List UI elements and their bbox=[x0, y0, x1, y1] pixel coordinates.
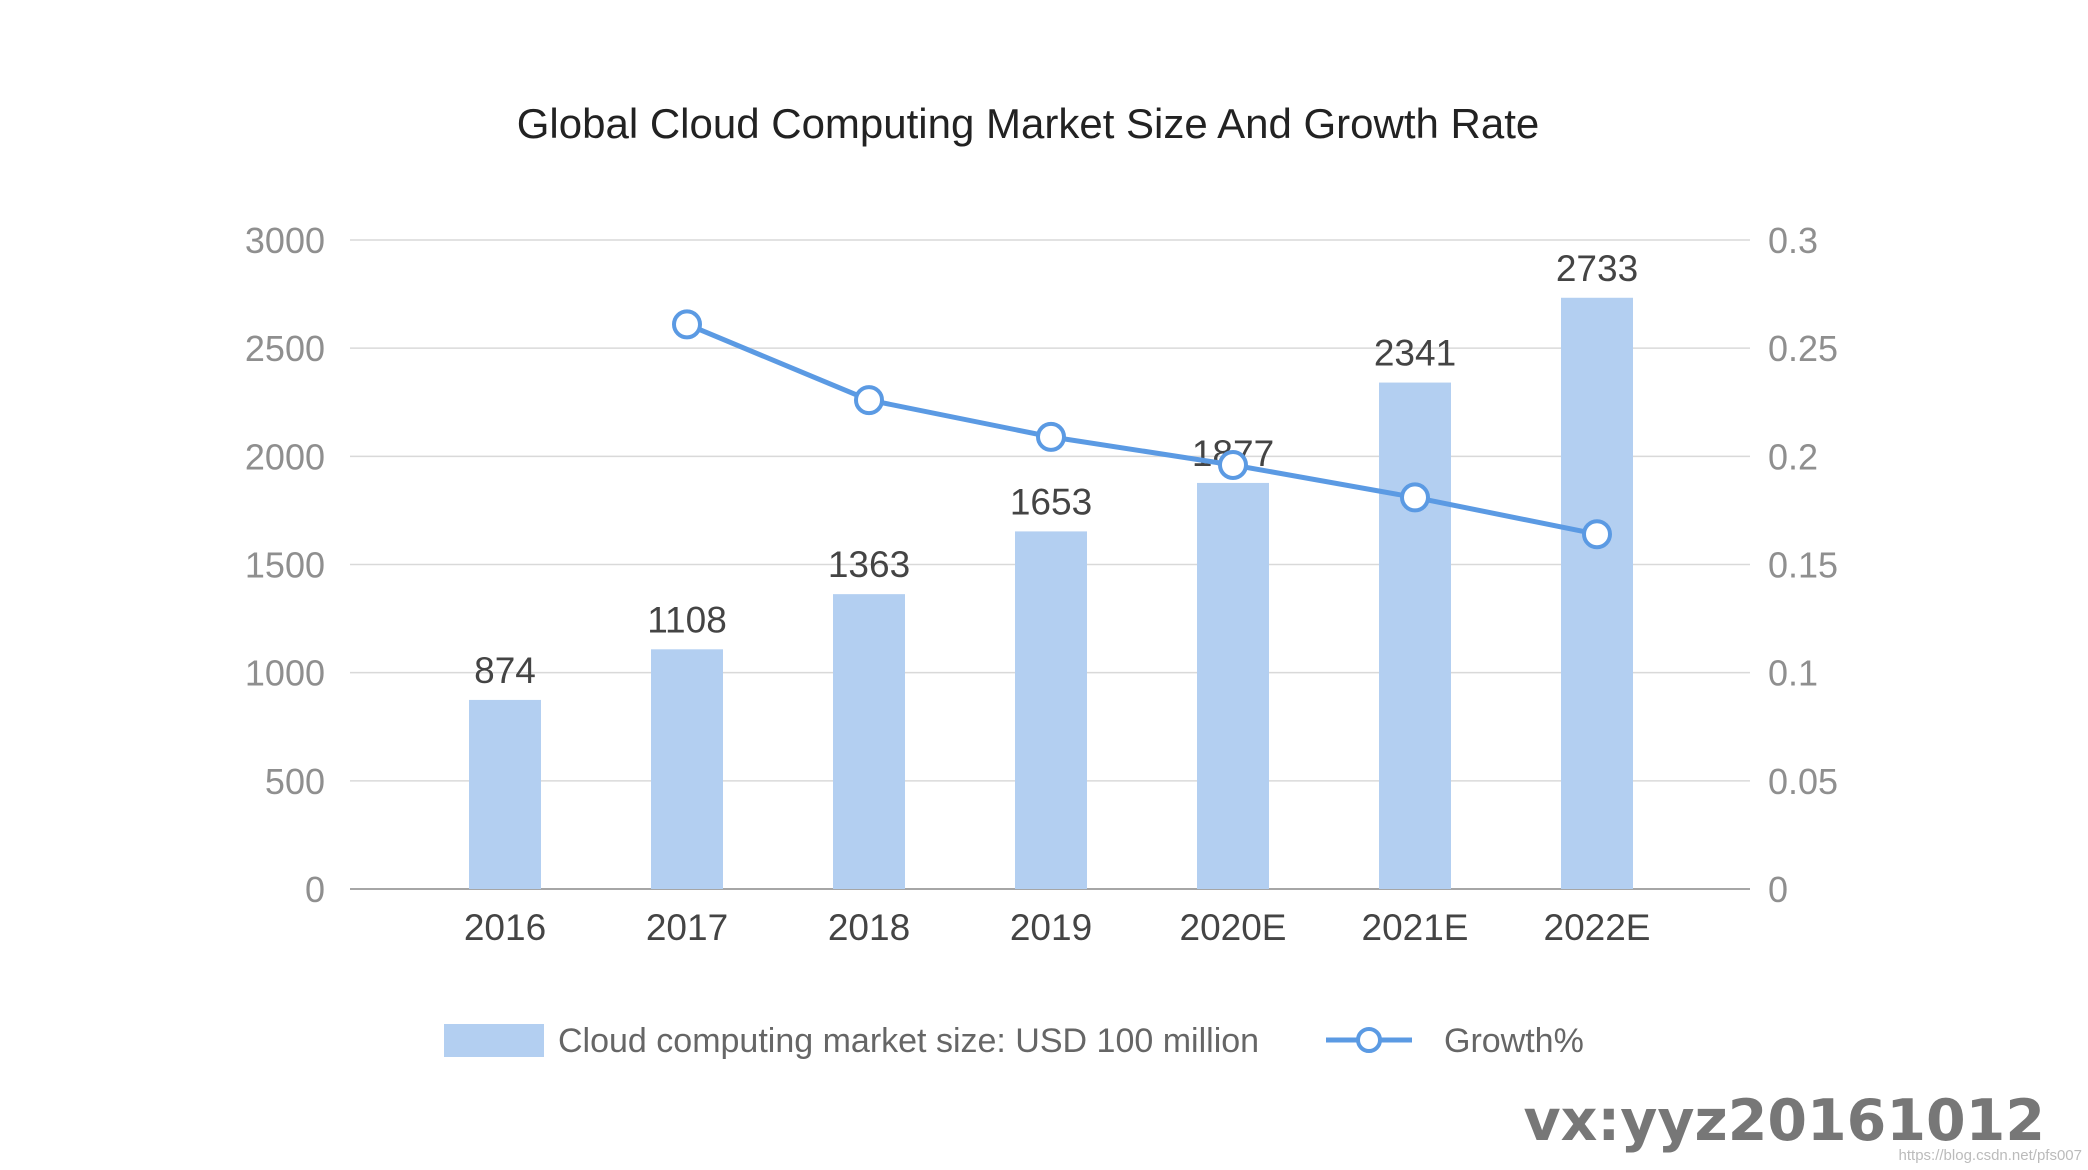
bar bbox=[651, 649, 723, 889]
bar-data-label: 2733 bbox=[1556, 248, 1638, 289]
legend-swatch-growth-marker bbox=[1356, 1027, 1382, 1053]
bar-data-label: 1653 bbox=[1010, 481, 1092, 522]
bar bbox=[1015, 531, 1087, 889]
bar-series bbox=[469, 297, 1633, 889]
legend-label-growth: Growth% bbox=[1444, 1022, 1584, 1060]
right-axis: 0 0.05 0.1 0.15 0.2 0.25 0.3 bbox=[1768, 220, 1838, 910]
right-axis-tick-label: 0.1 bbox=[1768, 653, 1818, 694]
right-axis-tick-label: 0.25 bbox=[1768, 328, 1838, 369]
growth-line bbox=[686, 322, 1598, 537]
left-axis-tick-label: 1500 bbox=[245, 545, 325, 586]
bar-data-label: 1108 bbox=[647, 599, 727, 640]
legend-label-market-size: Cloud computing market size: USD 100 mil… bbox=[558, 1022, 1259, 1060]
chart-title: Global Cloud Computing Market Size And G… bbox=[517, 100, 1540, 147]
left-axis-tick-label: 2000 bbox=[245, 436, 325, 477]
bar bbox=[1561, 297, 1633, 889]
x-axis-tick-label: 2022E bbox=[1544, 907, 1651, 948]
bar bbox=[1379, 382, 1451, 889]
right-axis-tick-label: 0.2 bbox=[1768, 436, 1818, 477]
x-axis-tick-label: 2016 bbox=[464, 907, 546, 948]
x-axis-tick-label: 2018 bbox=[828, 907, 910, 948]
bar bbox=[833, 594, 905, 889]
bar bbox=[469, 699, 541, 889]
right-axis-tick-label: 0.15 bbox=[1768, 545, 1838, 586]
growth-point bbox=[1036, 421, 1066, 452]
left-axis: 0 500 1000 1500 2000 2500 3000 bbox=[245, 220, 325, 910]
x-axis-tick-label: 2017 bbox=[646, 907, 728, 948]
x-axis-tick-label: 2019 bbox=[1010, 907, 1092, 948]
legend-swatch-market-size bbox=[444, 1024, 544, 1057]
left-axis-tick-label: 500 bbox=[265, 761, 325, 802]
x-axis-tick-label: 2021E bbox=[1362, 907, 1469, 948]
x-axis: 2016 2017 2018 2019 2020E 2021E 2022E bbox=[464, 907, 1651, 948]
growth-point bbox=[1582, 519, 1612, 550]
growth-point bbox=[854, 385, 884, 416]
left-axis-tick-label: 1000 bbox=[245, 653, 325, 694]
left-axis-tick-label: 3000 bbox=[245, 220, 325, 261]
growth-point bbox=[1218, 449, 1248, 480]
watermark-text: vx:yyz20161012 bbox=[1524, 1088, 2046, 1154]
growth-point bbox=[672, 309, 702, 340]
bar-data-label: 2341 bbox=[1374, 333, 1456, 374]
left-axis-tick-label: 2500 bbox=[245, 328, 325, 369]
watermark-url: https://blog.csdn.net/pfs007 bbox=[1899, 1147, 2082, 1164]
bar-data-label: 874 bbox=[474, 650, 536, 691]
legend: Cloud computing market size: USD 100 mil… bbox=[444, 1022, 1584, 1060]
left-axis-tick-label: 0 bbox=[305, 869, 325, 910]
right-axis-tick-label: 0.3 bbox=[1768, 220, 1818, 261]
right-axis-tick-label: 0 bbox=[1768, 869, 1788, 910]
x-axis-tick-label: 2020E bbox=[1180, 907, 1287, 948]
growth-line-series bbox=[672, 309, 1612, 550]
right-axis-tick-label: 0.05 bbox=[1768, 761, 1838, 802]
growth-point bbox=[1400, 482, 1430, 513]
bar bbox=[1197, 482, 1269, 889]
bar-data-label: 1363 bbox=[828, 544, 910, 585]
